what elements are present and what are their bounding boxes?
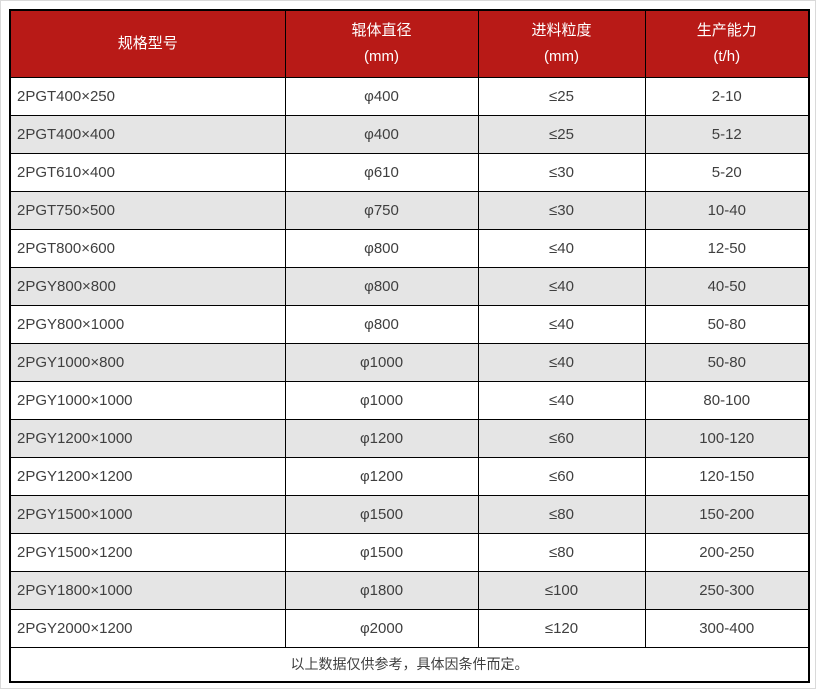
capacity-cell: 5-12 <box>644 114 810 154</box>
feed-size-cell: ≤40 <box>477 228 646 268</box>
model-cell: 2PGY1800×1000 <box>9 570 286 610</box>
feed-size-cell: ≤100 <box>477 570 646 610</box>
diameter-cell: φ800 <box>284 228 479 268</box>
footnote-text: 以上数据仅供参考，具体因条件而定。 <box>9 646 810 683</box>
diameter-cell: φ610 <box>284 152 479 192</box>
column-header-capacity-unit: (t/h) <box>713 47 741 65</box>
diameter-cell: φ800 <box>284 266 479 306</box>
capacity-cell: 40-50 <box>644 266 810 306</box>
model-cell: 2PGT610×400 <box>9 152 286 192</box>
table-footer: 以上数据仅供参考，具体因条件而定。 <box>9 646 810 683</box>
model-cell: 2PGY1500×1000 <box>9 494 286 534</box>
feed-size-cell: ≤40 <box>477 266 646 306</box>
feed-size-cell: ≤60 <box>477 418 646 458</box>
table-row: 2PGY1000×1000 φ1000 ≤40 80-100 <box>9 380 810 420</box>
footnote-row: 以上数据仅供参考，具体因条件而定。 <box>9 646 810 683</box>
capacity-cell: 5-20 <box>644 152 810 192</box>
table-row: 2PGY1500×1000 φ1500 ≤80 150-200 <box>9 494 810 534</box>
diameter-cell: φ1500 <box>284 494 479 534</box>
table-row: 2PGY1000×800 φ1000 ≤40 50-80 <box>9 342 810 382</box>
capacity-cell: 10-40 <box>644 190 810 230</box>
feed-size-cell: ≤40 <box>477 380 646 420</box>
table-body: 2PGT400×250 φ400 ≤25 2-10 2PGT400×400 φ4… <box>9 76 810 648</box>
diameter-cell: φ1800 <box>284 570 479 610</box>
feed-size-cell: ≤120 <box>477 608 646 648</box>
model-cell: 2PGY1200×1000 <box>9 418 286 458</box>
diameter-cell: φ1200 <box>284 456 479 496</box>
model-cell: 2PGY800×800 <box>9 266 286 306</box>
feed-size-cell: ≤40 <box>477 304 646 344</box>
table-row: 2PGT400×400 φ400 ≤25 5-12 <box>9 114 810 154</box>
model-cell: 2PGT400×400 <box>9 114 286 154</box>
column-header-capacity-label: 生产能力 <box>696 21 757 39</box>
diameter-cell: φ1000 <box>284 380 479 420</box>
feed-size-cell: ≤25 <box>477 76 646 116</box>
spec-table: 规格型号 辊体直径 (mm) 进料粒度 (mm) 生产能力 (t/h) 2PGT… <box>9 9 810 683</box>
capacity-cell: 250-300 <box>644 570 810 610</box>
model-cell: 2PGT400×250 <box>9 76 286 116</box>
column-header-feed-size-unit: (mm) <box>544 47 579 65</box>
diameter-cell: φ750 <box>284 190 479 230</box>
model-cell: 2PGY1200×1200 <box>9 456 286 496</box>
feed-size-cell: ≤30 <box>477 190 646 230</box>
table-row: 2PGT610×400 φ610 ≤30 5-20 <box>9 152 810 192</box>
capacity-cell: 2-10 <box>644 76 810 116</box>
diameter-cell: φ800 <box>284 304 479 344</box>
diameter-cell: φ400 <box>284 76 479 116</box>
model-cell: 2PGY1000×800 <box>9 342 286 382</box>
feed-size-cell: ≤80 <box>477 494 646 534</box>
feed-size-cell: ≤80 <box>477 532 646 572</box>
column-header-model: 规格型号 <box>9 9 286 78</box>
table-row: 2PGY800×1000 φ800 ≤40 50-80 <box>9 304 810 344</box>
table-row: 2PGY2000×1200 φ2000 ≤120 300-400 <box>9 608 810 648</box>
capacity-cell: 300-400 <box>644 608 810 648</box>
table-header: 规格型号 辊体直径 (mm) 进料粒度 (mm) 生产能力 (t/h) <box>9 9 810 78</box>
capacity-cell: 150-200 <box>644 494 810 534</box>
column-header-capacity: 生产能力 (t/h) <box>644 9 810 78</box>
table-row: 2PGY1200×1000 φ1200 ≤60 100-120 <box>9 418 810 458</box>
table-row: 2PGT750×500 φ750 ≤30 10-40 <box>9 190 810 230</box>
feed-size-cell: ≤30 <box>477 152 646 192</box>
table-row: 2PGT400×250 φ400 ≤25 2-10 <box>9 76 810 116</box>
table-row: 2PGY1800×1000 φ1800 ≤100 250-300 <box>9 570 810 610</box>
capacity-cell: 12-50 <box>644 228 810 268</box>
column-header-feed-size-label: 进料粒度 <box>531 21 592 39</box>
table-row: 2PGY800×800 φ800 ≤40 40-50 <box>9 266 810 306</box>
table-row: 2PGT800×600 φ800 ≤40 12-50 <box>9 228 810 268</box>
table-row: 2PGY1500×1200 φ1500 ≤80 200-250 <box>9 532 810 572</box>
capacity-cell: 80-100 <box>644 380 810 420</box>
feed-size-cell: ≤60 <box>477 456 646 496</box>
model-cell: 2PGY800×1000 <box>9 304 286 344</box>
diameter-cell: φ400 <box>284 114 479 154</box>
model-cell: 2PGY2000×1200 <box>9 608 286 648</box>
capacity-cell: 50-80 <box>644 304 810 344</box>
column-header-diameter: 辊体直径 (mm) <box>284 9 479 78</box>
model-cell: 2PGT800×600 <box>9 228 286 268</box>
column-header-diameter-unit: (mm) <box>364 47 399 65</box>
column-header-feed-size: 进料粒度 (mm) <box>477 9 646 78</box>
model-cell: 2PGY1000×1000 <box>9 380 286 420</box>
column-header-diameter-label: 辊体直径 <box>351 21 412 39</box>
diameter-cell: φ1500 <box>284 532 479 572</box>
feed-size-cell: ≤25 <box>477 114 646 154</box>
capacity-cell: 200-250 <box>644 532 810 572</box>
model-cell: 2PGT750×500 <box>9 190 286 230</box>
feed-size-cell: ≤40 <box>477 342 646 382</box>
diameter-cell: φ1000 <box>284 342 479 382</box>
column-header-model-label: 规格型号 <box>117 34 178 52</box>
header-row: 规格型号 辊体直径 (mm) 进料粒度 (mm) 生产能力 (t/h) <box>9 9 810 78</box>
capacity-cell: 50-80 <box>644 342 810 382</box>
table-row: 2PGY1200×1200 φ1200 ≤60 120-150 <box>9 456 810 496</box>
capacity-cell: 120-150 <box>644 456 810 496</box>
capacity-cell: 100-120 <box>644 418 810 458</box>
model-cell: 2PGY1500×1200 <box>9 532 286 572</box>
diameter-cell: φ1200 <box>284 418 479 458</box>
diameter-cell: φ2000 <box>284 608 479 648</box>
